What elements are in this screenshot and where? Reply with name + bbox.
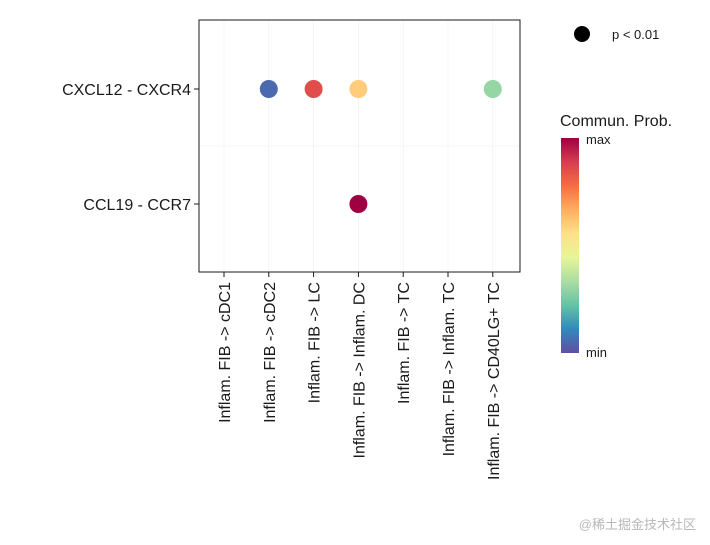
size-legend-dot <box>574 26 590 42</box>
x-axis: Inflam. FIB -> cDC1 Inflam. FIB -> cDC2 In… <box>217 272 503 480</box>
data-point <box>349 80 368 98</box>
y-tick-label: CXCL12 - CXCR4 <box>62 82 191 99</box>
color-legend-title: Commun. Prob. <box>560 113 672 130</box>
size-legend-label: p < 0.01 <box>612 27 659 42</box>
y-axis: CXCL12 - CXCR4 CCL19 - CCR7 <box>62 82 199 214</box>
color-bar <box>561 138 579 353</box>
x-tick-label: Inflam. FIB -> CD40LG+ TC <box>486 282 503 480</box>
data-point <box>349 195 368 213</box>
data-point <box>259 80 278 98</box>
size-legend: p < 0.01 <box>574 26 659 42</box>
color-legend: Commun. Prob. max min <box>560 113 672 360</box>
data-point <box>304 80 323 98</box>
watermark: @稀土掘金技术社区 <box>578 517 696 532</box>
color-legend-min: min <box>586 345 607 360</box>
x-tick-label: Inflam. FIB -> cDC1 <box>217 282 234 423</box>
data-points <box>259 80 502 213</box>
x-tick-label: Inflam. FIB -> cDC2 <box>262 282 279 423</box>
data-point <box>483 80 502 98</box>
y-tick-label: CCL19 - CCR7 <box>83 197 191 214</box>
x-tick-label: Inflam. FIB -> LC <box>307 282 324 403</box>
plot-panel-border <box>198 19 521 273</box>
x-tick-label: Inflam. FIB -> TC <box>396 282 413 404</box>
x-tick-label: Inflam. FIB -> Inflam. TC <box>441 282 458 456</box>
grid-lines <box>199 20 520 272</box>
x-tick-label: Inflam. FIB -> Inflam. DC <box>351 282 368 458</box>
color-legend-max: max <box>586 132 611 147</box>
